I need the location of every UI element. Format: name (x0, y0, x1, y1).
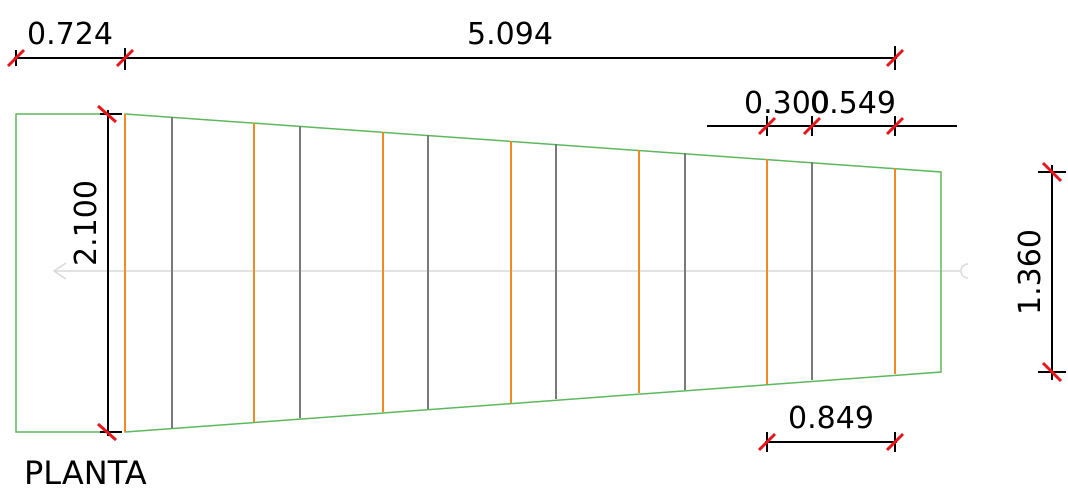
axis-end-icon (960, 263, 969, 279)
dimension-tick-icon (757, 432, 777, 452)
dimension-label-0-724: 0.724 (27, 17, 113, 52)
center-axis (52, 262, 969, 280)
bottom-dimension: 0.849 (757, 401, 905, 452)
dimension-tick-icon (757, 116, 777, 136)
plan-outline (15, 113, 942, 433)
dimension-tick-icon (97, 422, 117, 442)
axis-arrowhead-icon (52, 262, 67, 280)
dimension-tick-icon (1041, 161, 1063, 183)
dimension-tick-icon (802, 116, 822, 136)
dimension-tick-icon (885, 48, 905, 68)
dimension-tick-icon (97, 104, 117, 124)
left-height-dimension: 2.100 (69, 104, 122, 442)
dimension-label-1-360: 1.360 (1013, 229, 1048, 315)
dimension-label-2-100: 2.100 (69, 180, 104, 266)
right-height-dimension: 1.360 (1013, 161, 1066, 383)
drawing-title: PLANTA (24, 454, 147, 491)
dimension-tick-icon (885, 432, 905, 452)
spacing-dimension: 0.300 0.549 (707, 86, 957, 136)
dimension-label-0-300: 0.300 (744, 86, 830, 121)
dimension-label-5-094: 5.094 (467, 17, 553, 52)
dimension-tick-icon (885, 116, 905, 136)
ribs (124, 114, 896, 432)
dimension-tick-icon (115, 48, 135, 68)
dimension-label-0-549: 0.549 (810, 86, 896, 121)
dimension-tick-icon (1041, 361, 1063, 383)
dimension-label-0-849: 0.849 (788, 401, 874, 436)
dimension-tick-icon (6, 48, 26, 68)
left-block-outline (15, 113, 108, 433)
trapezoid-outline (124, 113, 942, 433)
top-dimension: 0.724 5.094 (6, 17, 905, 70)
